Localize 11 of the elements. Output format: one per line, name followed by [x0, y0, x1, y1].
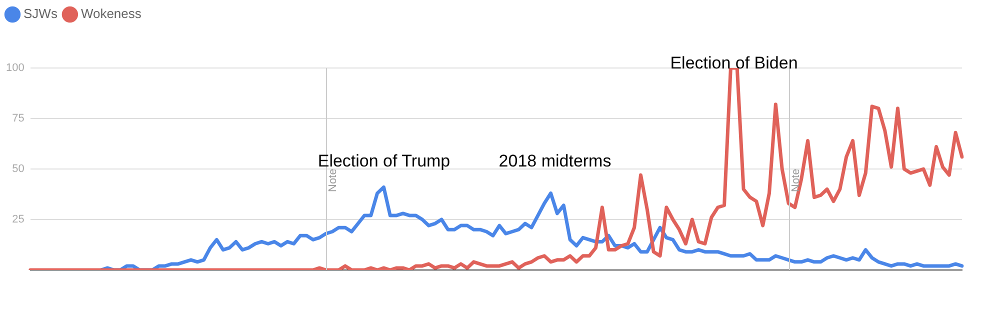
annotation: Election of Trump — [318, 152, 450, 171]
legend-label: Wokeness — [80, 6, 142, 22]
y-tick-label: 25 — [12, 214, 24, 226]
annotation: Note — [790, 168, 802, 192]
legend-label: SJWs — [24, 6, 58, 22]
y-tick-label: 50 — [12, 163, 24, 176]
annotation: 2018 midterms — [498, 152, 612, 171]
annotation: Election of Biden — [670, 54, 798, 73]
y-tick-label: 75 — [12, 112, 24, 125]
y-tick-label: 100 — [6, 62, 24, 74]
annotation: Note — [327, 168, 339, 192]
